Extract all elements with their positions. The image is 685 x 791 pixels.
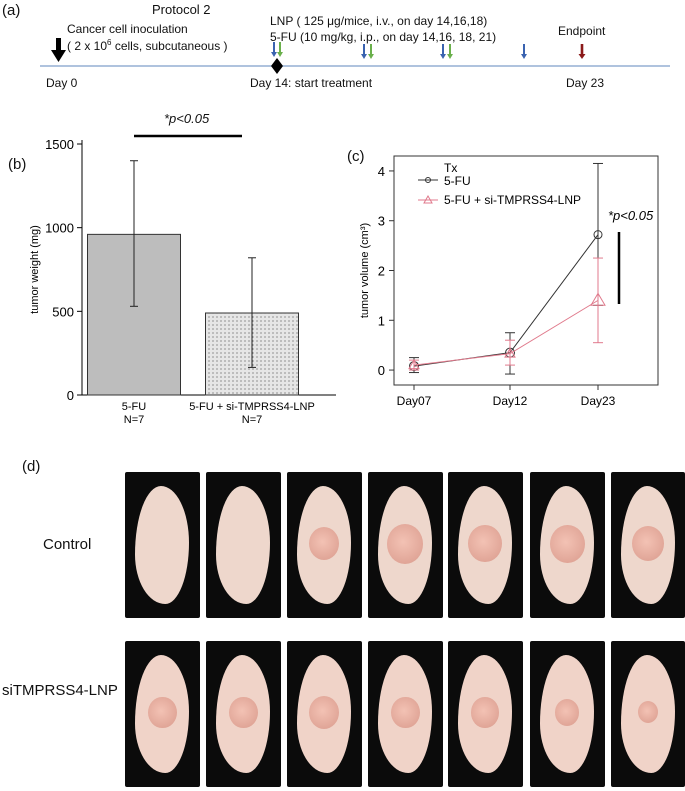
tumor-mass — [308, 526, 340, 561]
day14-label: Day 14: start treatment — [250, 76, 373, 90]
mouse-photo — [125, 472, 200, 618]
mouse-photo — [448, 641, 523, 787]
tumor-mass — [228, 696, 258, 729]
data-point — [590, 292, 606, 306]
panel-a-letter: (a) — [2, 2, 21, 19]
significance-label: *p<0.05 — [608, 208, 654, 223]
endpoint-arrow-icon — [578, 44, 586, 59]
inoculation-detail: ( 2 x 106 cells, subcutaneous ) — [67, 38, 228, 53]
mouse-photo — [448, 472, 523, 618]
panel-b-letter: (b) — [8, 156, 27, 173]
legend-marker — [423, 194, 433, 204]
y-axis-label: tumor volume (cm³) — [359, 223, 371, 318]
dose-arrow-icon — [521, 44, 527, 59]
mouse-photo — [368, 472, 443, 618]
y-tick-label: 1 — [378, 313, 385, 328]
y-axis-label: tumor weight (mg) — [29, 225, 41, 314]
endpoint-label: Endpoint — [558, 24, 606, 38]
y-tick-label: 500 — [52, 304, 74, 319]
tumor-mass — [390, 696, 420, 729]
dose-arrow-icon — [447, 44, 453, 59]
mouse-photo — [611, 472, 685, 618]
mouse-photo — [125, 641, 200, 787]
y-tick-label: 4 — [378, 164, 385, 179]
mouse-photo — [530, 472, 605, 618]
dose-arrow-icon — [368, 44, 374, 59]
dose-arrow-icon — [440, 44, 446, 59]
day0-label: Day 0 — [46, 76, 78, 90]
mouse-body — [216, 486, 270, 604]
row-label-sitmprss4: siTMPRSS4-LNP — [2, 682, 118, 699]
row-label-control: Control — [43, 536, 92, 553]
plot-frame — [393, 155, 659, 386]
tumor-volume-line-chart: 0 1 2 3 4 Day07 Day12 Day23 tumor volume (cm³) Tx… — [359, 155, 659, 408]
dose-arrow-icon — [361, 44, 367, 59]
mouse-photo — [368, 641, 443, 787]
day23-label: Day 23 — [566, 76, 605, 90]
mouse-photo — [206, 472, 281, 618]
legend-title: Tx — [444, 161, 457, 175]
y-tick-label: 2 — [378, 264, 385, 279]
mouse-photo — [611, 641, 685, 787]
mouse-photo — [287, 641, 362, 787]
data-point — [593, 230, 603, 240]
dose-arrow-icon — [277, 42, 283, 57]
mouse-photo — [206, 641, 281, 787]
protocol-title: Protocol 2 — [152, 2, 211, 17]
dose-arrow-icon — [271, 42, 277, 57]
lnp-schedule: LNP ( 125 μg/mice, i.v., on day 14,16,18… — [270, 14, 488, 28]
data-point — [408, 359, 420, 370]
start-treatment-diamond-icon — [271, 58, 283, 74]
tumor-mass — [468, 525, 502, 563]
x-tick-label: 5-FU + si-TMPRSS4-LNP — [189, 401, 315, 413]
x-tick-label: Day12 — [493, 394, 528, 408]
x-tick-sublabel: N=7 — [124, 414, 145, 426]
legend-marker — [425, 177, 431, 183]
tumor-mass — [554, 698, 580, 726]
legend-entry: 5-FU — [444, 174, 471, 188]
y-tick-label: 1500 — [45, 137, 74, 152]
y-tick-label: 3 — [378, 214, 385, 229]
inoculation-arrow-icon — [51, 38, 66, 62]
data-point — [504, 347, 516, 358]
tumor-mass — [308, 695, 340, 730]
tumor-mass — [638, 701, 658, 723]
panel-c-letter: (c) — [347, 148, 365, 165]
tumor-mass — [549, 524, 585, 563]
inoculation-label: Cancer cell inoculation — [67, 22, 188, 36]
y-tick-label: 0 — [378, 363, 385, 378]
tumor-mass — [632, 526, 664, 562]
timeline-graphic — [40, 38, 670, 74]
x-tick-label: Day07 — [397, 394, 432, 408]
tumor-mass — [147, 696, 177, 729]
mouse-body — [135, 486, 189, 604]
panel-d-letter: (d) — [22, 458, 41, 475]
mouse-photo — [287, 472, 362, 618]
legend-entry: 5-FU + si-TMPRSS4-LNP — [444, 193, 581, 207]
panel-b-significance: *p<0.05 — [164, 111, 210, 126]
y-tick-label: 0 — [67, 388, 74, 403]
tumor-mass — [471, 697, 499, 728]
fu-schedule: 5-FU (10 mg/kg, i.p., on day 14,16, 18, … — [270, 30, 497, 44]
x-tick-sublabel: N=7 — [242, 414, 263, 426]
mouse-photo — [530, 641, 605, 787]
x-tick-label: 5-FU — [122, 401, 147, 413]
y-tick-label: 1000 — [45, 221, 74, 236]
tumor-mass — [386, 523, 424, 564]
x-tick-label: Day23 — [581, 394, 616, 408]
